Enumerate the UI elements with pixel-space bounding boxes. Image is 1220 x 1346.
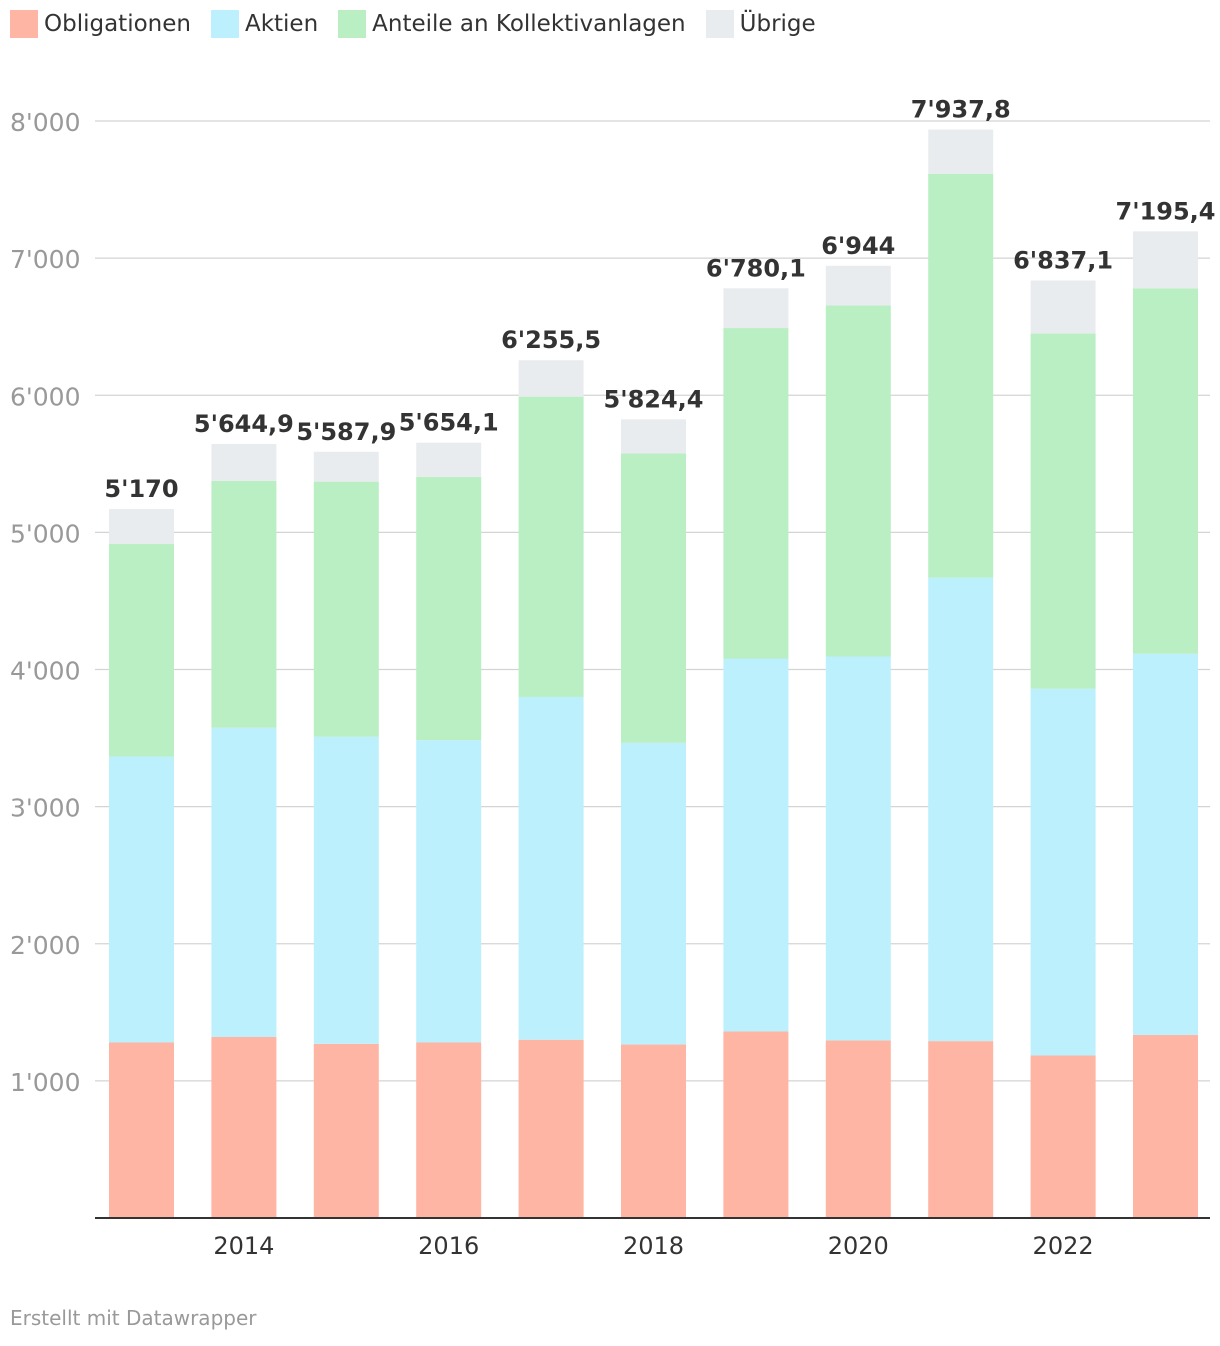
bar-segment-anteile-an-kollektivanlagen bbox=[1133, 288, 1198, 654]
bar-segment-aktien bbox=[825, 656, 891, 1041]
x-tick-label: 2014 bbox=[213, 1232, 274, 1260]
y-tick-label: 5'000 bbox=[10, 519, 81, 548]
bar-segment--brige bbox=[313, 451, 379, 482]
total-value-label: 5'654,1 bbox=[399, 409, 499, 437]
total-value-label: 6'837,1 bbox=[1013, 246, 1113, 274]
legend-swatch bbox=[705, 10, 734, 38]
bar-segment--brige bbox=[416, 442, 482, 477]
y-tick-label: 3'000 bbox=[10, 794, 81, 823]
y-tick-label: 6'000 bbox=[10, 382, 81, 411]
bar-segment-aktien bbox=[928, 577, 994, 1042]
bar-segment-obligationen bbox=[825, 1040, 891, 1218]
bar-segment--brige bbox=[1030, 280, 1096, 334]
legend-item: Obligationen bbox=[10, 10, 191, 38]
bar-segment-obligationen bbox=[416, 1042, 482, 1218]
bar-segment-aktien bbox=[723, 658, 789, 1032]
total-value-label: 6'780,1 bbox=[706, 254, 806, 282]
bar-segment-aktien bbox=[313, 736, 379, 1044]
bar-segment-obligationen bbox=[313, 1043, 379, 1218]
bar-segment-anteile-an-kollektivanlagen bbox=[416, 476, 482, 741]
bar-segment--brige bbox=[109, 509, 174, 545]
legend: Obligationen Aktien Anteile an Kollektivan… bbox=[10, 10, 836, 38]
bar-segment-aktien bbox=[1133, 653, 1198, 1035]
bar-segment-aktien bbox=[109, 756, 174, 1043]
legend-item: Übrige bbox=[705, 10, 816, 38]
total-value-label: 5'170 bbox=[104, 475, 178, 503]
bar-segment-anteile-an-kollektivanlagen bbox=[928, 173, 994, 578]
bar-segment-obligationen bbox=[518, 1039, 584, 1218]
legend-swatch bbox=[210, 10, 239, 38]
bar-segment--brige bbox=[211, 443, 277, 481]
x-tick-label: 2018 bbox=[623, 1232, 684, 1260]
bar-segment-anteile-an-kollektivanlagen bbox=[211, 480, 277, 728]
legend-item: Anteile an Kollektivanlagen bbox=[338, 10, 686, 38]
y-tick-label: 1'000 bbox=[10, 1068, 81, 1097]
legend-label: Aktien bbox=[244, 11, 319, 37]
bar-segment-anteile-an-kollektivanlagen bbox=[825, 305, 891, 657]
bar-segment-aktien bbox=[211, 727, 277, 1037]
x-tick-label: 2022 bbox=[1033, 1232, 1094, 1260]
bar-segment-obligationen bbox=[621, 1044, 686, 1218]
bar-segment-aktien bbox=[1030, 688, 1096, 1056]
legend-item: Aktien bbox=[210, 10, 319, 38]
legend-label: Anteile an Kollektivanlagen bbox=[372, 11, 686, 37]
total-value-label: 7'195,4 bbox=[1116, 197, 1216, 225]
bar-segment-aktien bbox=[518, 696, 584, 1040]
y-tick-label: 2'000 bbox=[10, 931, 81, 960]
total-value-label: 6'944 bbox=[821, 232, 895, 260]
y-tick-label: 7'000 bbox=[10, 245, 81, 274]
total-value-label: 5'824,4 bbox=[604, 385, 704, 413]
bar-segment-obligationen bbox=[1030, 1055, 1096, 1218]
bar-segment-obligationen bbox=[211, 1036, 277, 1218]
bar-segment--brige bbox=[723, 288, 789, 329]
bar-segment-anteile-an-kollektivanlagen bbox=[1030, 333, 1096, 689]
bar-segment-obligationen bbox=[109, 1042, 174, 1218]
legend-label: Obligationen bbox=[44, 11, 191, 37]
bar-segment-anteile-an-kollektivanlagen bbox=[109, 544, 174, 757]
legend-swatch bbox=[10, 10, 38, 38]
bar-segment-anteile-an-kollektivanlagen bbox=[621, 453, 686, 743]
bar-segment--brige bbox=[928, 129, 994, 174]
footer-credit[interactable]: Erstellt mit Datawrapper bbox=[10, 1306, 257, 1330]
bar-segment--brige bbox=[518, 360, 584, 397]
bar-segment-anteile-an-kollektivanlagen bbox=[518, 396, 584, 697]
bar-segment-aktien bbox=[621, 742, 686, 1045]
bar-segment--brige bbox=[1133, 231, 1198, 289]
bar-segment--brige bbox=[621, 419, 686, 454]
y-tick-label: 8'000 bbox=[10, 108, 81, 137]
total-value-label: 6'255,5 bbox=[501, 326, 601, 354]
bar-segment-aktien bbox=[416, 740, 482, 1043]
bar-segment-obligationen bbox=[1133, 1034, 1198, 1218]
bar-segment-obligationen bbox=[928, 1041, 994, 1218]
y-tick-label: 4'000 bbox=[10, 657, 81, 686]
legend-swatch bbox=[338, 10, 367, 38]
bar-segment-anteile-an-kollektivanlagen bbox=[723, 328, 789, 659]
total-value-label: 5'587,9 bbox=[296, 418, 396, 446]
x-tick-label: 2016 bbox=[418, 1232, 479, 1260]
total-value-label: 5'644,9 bbox=[194, 410, 294, 438]
bar-segment-anteile-an-kollektivanlagen bbox=[313, 481, 379, 737]
legend-label: Übrige bbox=[739, 11, 816, 37]
x-tick-label: 2020 bbox=[828, 1232, 889, 1260]
bar-segment--brige bbox=[825, 265, 891, 306]
bar-segment-obligationen bbox=[723, 1031, 789, 1218]
total-value-label: 7'937,8 bbox=[911, 96, 1011, 124]
